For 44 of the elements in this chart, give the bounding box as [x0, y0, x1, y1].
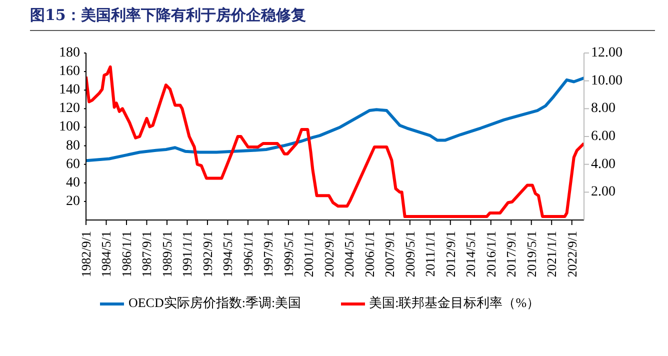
x-tick-label: 2007/9/1 — [382, 231, 398, 278]
x-tick-label: 1992/9/1 — [200, 231, 215, 278]
y-tick-label: 180 — [59, 46, 80, 60]
y-tick-label: 20 — [66, 194, 80, 209]
y-tick-label: 120 — [59, 101, 80, 116]
x-tick-label: 2002/9/1 — [321, 231, 336, 278]
legend-label: 美国:联邦基金目标利率（%） — [369, 294, 540, 310]
x-tick-label: 2012/9/1 — [442, 231, 458, 278]
x-tick-label: 2021/1/1 — [544, 231, 560, 278]
legend-label: OECD实际房价指数:季调:美国 — [128, 294, 302, 310]
y2-tick-label: 10.00 — [591, 73, 622, 88]
line-series — [86, 76, 584, 162]
x-tick-label: 2006/1/1 — [362, 231, 377, 278]
y-tick-label: 40 — [66, 175, 80, 190]
x-tick-label: 1984/5/1 — [98, 231, 114, 278]
x-tick-label: 2001/1/1 — [301, 231, 316, 278]
x-tick-label: 1987/9/1 — [139, 231, 154, 278]
x-tick-label: 2019/5/1 — [524, 231, 539, 278]
x-tick-label: 1994/5/1 — [220, 231, 236, 278]
y2-tick-label: 4.00 — [591, 156, 616, 172]
x-tick-label: 2016/1/1 — [483, 231, 498, 278]
x-tick-label: 1986/1/1 — [118, 231, 134, 278]
x-tick-label: 1991/1/1 — [180, 231, 195, 278]
x-tick-label: 2014/5/1 — [463, 231, 478, 278]
x-tick-label: 1997/9/1 — [260, 231, 276, 278]
y-tick-label: 60 — [66, 156, 80, 172]
y-tick-label: 160 — [59, 64, 80, 80]
y-tick-label: 80 — [66, 138, 80, 154]
x-tick-label: 2022/9/1 — [564, 231, 580, 278]
x-tick-label: 2009/5/1 — [402, 231, 418, 278]
chart-title: 图15：美国利率下降有利于房价企稳修复 — [30, 6, 306, 25]
y2-tick-label: 6.00 — [591, 129, 616, 144]
x-tick-label: 2004/5/1 — [342, 231, 357, 278]
y2-tick-label: 2.00 — [591, 184, 616, 200]
x-tick-label: 1996/1/1 — [240, 231, 256, 278]
y-tick-label: 100 — [59, 120, 80, 135]
x-tick-label: 2017/9/1 — [504, 231, 519, 278]
x-tick-label: 1989/5/1 — [159, 231, 174, 278]
x-tick-label: 2011/1/1 — [422, 231, 438, 277]
x-tick-label: 1999/5/1 — [280, 231, 296, 278]
y2-tick-label: 12.00 — [591, 46, 622, 60]
y2-tick-label: 8.00 — [591, 101, 616, 116]
y-tick-label: 140 — [59, 82, 80, 98]
x-tick-label: 1982/9/1 — [78, 231, 94, 278]
